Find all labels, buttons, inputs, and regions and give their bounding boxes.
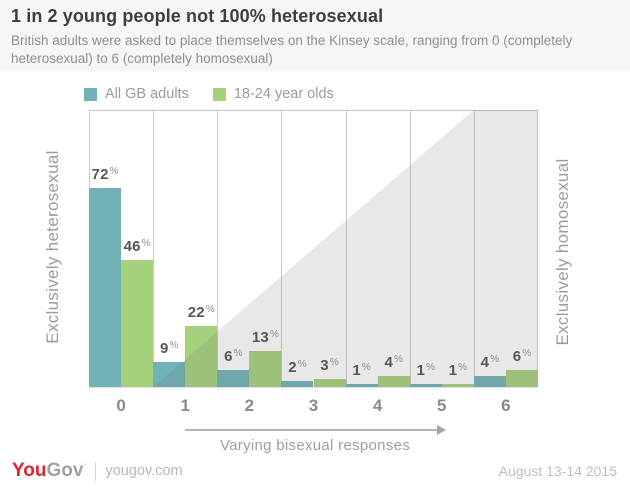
value-label-all-gb-adults-cat-3: 2% <box>288 359 307 377</box>
value-label-18-24-year-olds-cat-3: 3% <box>320 356 339 374</box>
value-label-18-24-year-olds-cat-2: 13% <box>251 328 279 346</box>
gridline <box>281 110 282 387</box>
value-label-18-24-year-olds-cat-6: 6% <box>512 348 532 366</box>
x-tick-label-0: 0 <box>116 396 126 415</box>
value-label-all-gb-adults-cat-0: 72% <box>91 165 119 183</box>
legend-item-18-24-year-olds: 18-24 year olds <box>212 86 334 102</box>
bar-all-gb-adults-cat-4 <box>345 384 378 387</box>
header: 1 in 2 young people not 100% heterosexua… <box>0 0 630 71</box>
legend: All GB adults 18-24 year olds <box>84 86 334 102</box>
value-label-18-24-year-olds-cat-4: 4% <box>384 353 403 371</box>
value-label-all-gb-adults-cat-1: 9% <box>159 340 179 358</box>
bar-all-gb-adults-cat-0 <box>89 187 122 387</box>
value-label-18-24-year-olds-cat-1: 22% <box>187 304 215 322</box>
bar-all-gb-adults-cat-6 <box>473 375 506 387</box>
x-tick-label-3: 3 <box>308 396 319 415</box>
legend-label-18-24-year-olds: 18-24 year olds <box>233 86 334 102</box>
value-label-18-24-year-olds-cat-5: 1% <box>448 362 468 380</box>
plot-top-border <box>89 110 538 111</box>
gridline <box>217 110 218 387</box>
legend-label-all-gb-adults: All GB adults <box>105 86 189 102</box>
legend-swatch-teal <box>84 87 97 101</box>
yougov-url[interactable]: yougov.com <box>105 463 183 479</box>
logo-divider <box>95 461 97 481</box>
y-axis-label-right: Exclusively homosexual <box>553 158 572 346</box>
bar-18-24-year-olds-cat-0 <box>121 259 154 387</box>
bar-all-gb-adults-cat-5 <box>409 384 442 387</box>
legend-swatch-green <box>212 87 226 101</box>
x-tick-label-4: 4 <box>372 396 383 415</box>
yougov-logo[interactable]: You Gov’ yougov.com <box>12 460 183 482</box>
bar-18-24-year-olds-cat-5 <box>441 384 474 387</box>
gridline <box>153 110 154 387</box>
logo-you: You <box>12 460 47 481</box>
gridline <box>346 110 347 387</box>
footer: You Gov’ yougov.com August 13-14 2015 <box>12 460 617 482</box>
plot-baseline <box>89 387 538 388</box>
value-label-all-gb-adults-cat-6: 4% <box>480 353 500 371</box>
bar-18-24-year-olds-cat-3 <box>313 378 346 387</box>
survey-date: August 13-14 2015 <box>498 463 617 479</box>
x-tick-label-2: 2 <box>244 396 255 415</box>
bar-18-24-year-olds-cat-6 <box>505 370 538 387</box>
bar-18-24-year-olds-cat-4 <box>377 375 410 387</box>
x-axis-arrow <box>185 425 446 435</box>
logo-gov: Gov <box>46 460 84 481</box>
bar-18-24-year-olds-cat-1 <box>185 326 218 387</box>
gridline <box>474 110 475 387</box>
x-tick-label-1: 1 <box>180 396 190 415</box>
x-tick-label-5: 5 <box>437 396 447 415</box>
y-axis-label-left: Exclusively heterosexual <box>43 150 62 344</box>
bar-all-gb-adults-cat-1 <box>153 362 186 387</box>
value-label-all-gb-adults-cat-4: 1% <box>352 362 371 380</box>
arrow-head-icon <box>437 425 446 435</box>
bar-all-gb-adults-cat-3 <box>281 381 314 387</box>
x-axis-annotation: Varying bisexual responses <box>219 437 411 454</box>
logo-trademark-tick: ’ <box>84 462 87 472</box>
value-label-all-gb-adults-cat-2: 6% <box>224 348 243 366</box>
bar-18-24-year-olds-cat-2 <box>249 350 282 387</box>
chart-subtitle: British adults were asked to place thems… <box>11 33 573 66</box>
plot-area: 72% 9% 6% 2% 1% 1% 4% 46% 22% 13% 3% 4% 1% 6% 0 1 2 3 4 5 6 <box>89 110 538 415</box>
value-label-all-gb-adults-cat-5: 1% <box>416 362 435 380</box>
legend-item-all-gb-adults: All GB adults <box>84 86 189 102</box>
bar-all-gb-adults-cat-2 <box>217 370 250 387</box>
value-label-18-24-year-olds-cat-0: 46% <box>123 237 151 255</box>
plot-right-border <box>537 110 538 387</box>
page-title: 1 in 2 young people not 100% heterosexua… <box>11 6 384 26</box>
x-tick-label-6: 6 <box>501 396 511 415</box>
gridline <box>410 110 411 387</box>
